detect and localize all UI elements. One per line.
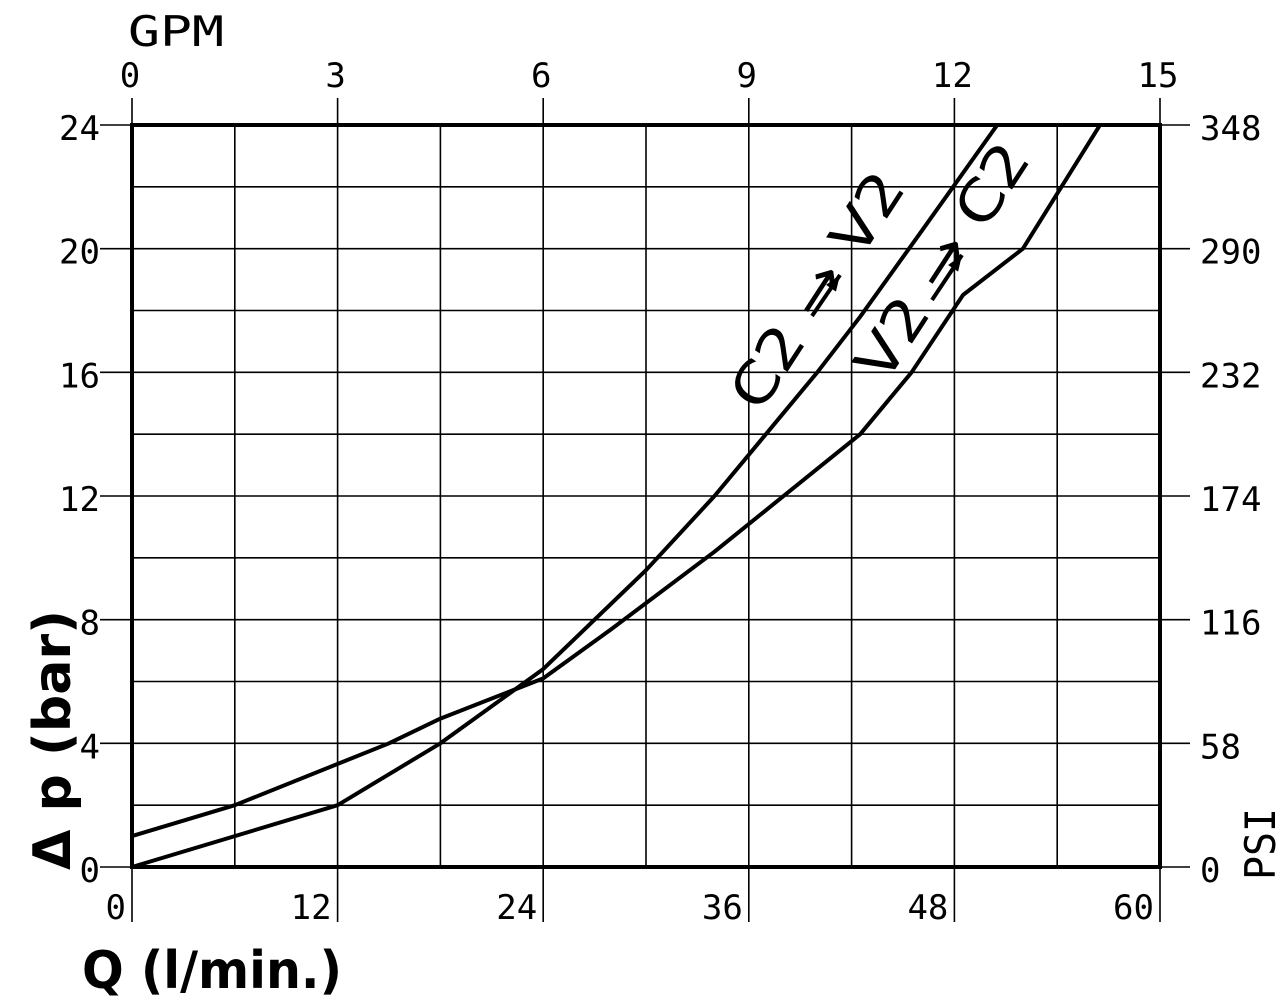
y-tick-label: 24 (59, 109, 100, 149)
y-tick-label: 8 (80, 604, 100, 644)
axis-ticks (100, 98, 1190, 922)
y-tick-label: 16 (59, 356, 100, 396)
x-tick-label: 12 (291, 888, 332, 928)
x-axis-title: Q (l/min.) (82, 941, 342, 998)
y-axis-title: Δ p (bar) (23, 610, 83, 870)
x-tick-label: 60 (1113, 888, 1154, 928)
x-tick-label: 0 (106, 888, 126, 928)
y-tick-label: 12 (59, 480, 100, 520)
right-tick-label: 0 (1200, 851, 1220, 891)
curve-series-1 (131, 123, 1102, 839)
arrow-head-icon (826, 275, 840, 292)
curve-series-0 (131, 123, 999, 869)
top-tick-label: 9 (737, 56, 757, 96)
right-tick-label: 232 (1200, 356, 1261, 396)
x-tick-label: 36 (702, 888, 743, 928)
right-tick-label: 58 (1200, 727, 1241, 767)
x-tick-label: 48 (907, 888, 948, 928)
top-tick-label: 12 (932, 56, 973, 96)
x-tick-label: 24 (496, 888, 537, 928)
right-tick-label: 290 (1200, 233, 1261, 273)
right-tick-label: 116 (1200, 604, 1261, 644)
top-tick-label: 15 (1138, 56, 1179, 96)
right-tick-label: 348 (1200, 109, 1261, 149)
y-tick-label: 0 (80, 851, 100, 891)
chart-grid (132, 125, 1160, 867)
right-tick-label: 174 (1200, 480, 1261, 520)
top-tick-label: 0 (120, 56, 140, 96)
tick-labels: 0 12 24 36 48 600 3 6 9 12 15048121620240581161742… (59, 56, 1261, 928)
top-axis-unit: GPM (128, 7, 224, 56)
arrow-head-icon (948, 255, 962, 272)
y-tick-label: 4 (80, 727, 100, 767)
top-tick-label: 6 (531, 56, 551, 96)
right-axis-unit: PSI (1236, 808, 1284, 880)
curves (131, 123, 1102, 869)
y-tick-label: 20 (59, 233, 100, 273)
top-tick-label: 3 (325, 56, 345, 96)
